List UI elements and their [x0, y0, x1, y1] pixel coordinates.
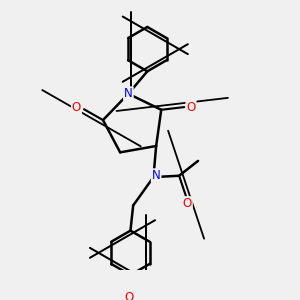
Text: O: O [124, 291, 134, 300]
Text: N: N [152, 169, 161, 182]
Text: O: O [183, 197, 192, 210]
Text: N: N [124, 87, 133, 100]
Text: O: O [72, 100, 81, 114]
Text: O: O [186, 100, 196, 114]
